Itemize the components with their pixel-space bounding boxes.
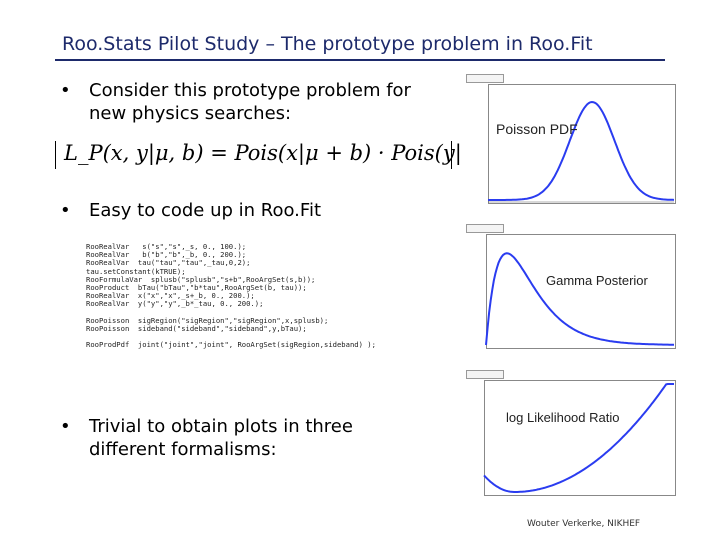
bullet-1-line2: new physics searches: <box>89 103 292 124</box>
log-likelihood-ratio-curve <box>483 383 674 493</box>
bullet-3-line2: different formalisms: <box>89 439 277 460</box>
bullet-marker: • <box>60 200 71 221</box>
log-likelihood-ratio-plot: log Likelihood Ratio <box>462 368 682 504</box>
footer-author: Wouter Verkerke, NIKHEF <box>527 519 641 529</box>
bullet-marker: • <box>60 416 71 437</box>
likelihood-equation: L_P(x, y|μ, b) = Pois(x|μ + b) · Pois(y|… <box>55 137 502 175</box>
plot-label: Poisson PDF <box>496 121 578 137</box>
code-line: RooPoisson sigRegion("sigRegion","sigReg… <box>86 315 329 325</box>
plot-tag <box>466 74 504 83</box>
code-line: RooRealVar x("x","x",_s+_b, 0., 200.); <box>86 291 255 301</box>
bullet-3-line1: Trivial to obtain plots in three <box>89 416 353 437</box>
plot-tag <box>466 370 504 379</box>
gamma-posterior-plot: Gamma Posterior <box>462 222 682 357</box>
equation-bar-right <box>451 141 452 169</box>
bullet-marker: • <box>60 80 71 101</box>
gamma-posterior-curve <box>485 252 674 346</box>
code-listing: RooRealVar s("s","s",_s, 0., 100.); RooRe… <box>86 242 376 350</box>
code-line: RooPoisson sideband("sideband","sideband… <box>86 324 307 334</box>
plot-frame <box>484 380 676 496</box>
title-rule <box>55 59 665 61</box>
bullet-1-line1: Consider this prototype problem for <box>89 80 411 101</box>
code-line: RooRealVar tau("tau","tau",_tau,0,2); <box>86 258 251 268</box>
equation-bar-left <box>55 141 56 169</box>
code-line: RooFormulaVar splusb("splusb","s+b",RooA… <box>86 274 316 284</box>
bullet-2-line1: Easy to code up in Roo.Fit <box>89 200 321 221</box>
plot-label: Gamma Posterior <box>546 273 648 288</box>
code-line: RooProdPdf joint("joint","joint", RooArg… <box>86 340 376 350</box>
code-line: RooProduct bTau("bTau","b*tau",RooArgSet… <box>86 283 307 293</box>
code-line: RooRealVar b("b","b",_b, 0., 200.); <box>86 250 247 260</box>
poisson-pdf-plot: Poisson PDF <box>462 72 682 212</box>
code-line: RooRealVar s("s","s",_s, 0., 100.); <box>86 242 247 251</box>
plot-frame <box>488 84 676 204</box>
plot-label: log Likelihood Ratio <box>506 410 620 425</box>
poisson-pdf-curve <box>488 100 675 203</box>
slide-title: Roo.Stats Pilot Study – The prototype pr… <box>62 33 593 55</box>
code-line: tau.setConstant(kTRUE); <box>86 266 186 276</box>
equation-text: L_P(x, y|μ, b) = Pois(x|μ + b) · Pois(y|… <box>64 141 502 165</box>
code-line: RooRealVar y("y","y",_b*_tau, 0., 200.); <box>86 299 264 309</box>
plot-frame <box>486 234 676 349</box>
plot-tag <box>466 224 504 233</box>
